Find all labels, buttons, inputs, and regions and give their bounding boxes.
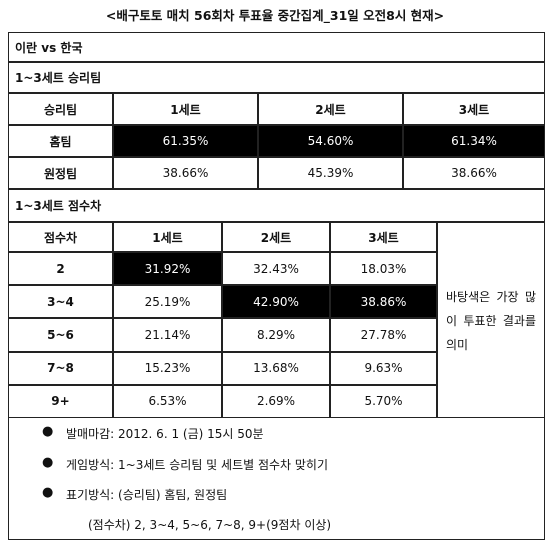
note-line: (점수차) 2, 3~4, 5~6, 7~8, 9+(9점차 이상) bbox=[88, 518, 332, 532]
value-cell: 38.66% bbox=[113, 157, 258, 189]
header-cell: 1세트 bbox=[113, 93, 258, 125]
value-cell: 13.68% bbox=[222, 351, 330, 385]
value-cell: 54.60% bbox=[258, 125, 403, 157]
note: 바탕색은 가장 많이 투표한 결과를 의미 bbox=[437, 222, 545, 418]
bullet: ● bbox=[42, 455, 54, 470]
title: <배구토토 매치 56회차 투표율 중간집계_31일 오전8시 현재> bbox=[105, 8, 445, 23]
row-label: 2 bbox=[8, 252, 113, 286]
header-cell: 1세트 bbox=[113, 222, 222, 252]
section-title: 1~3세트 점수차 bbox=[8, 189, 545, 222]
section-title: 1~3세트 승리팀 bbox=[8, 62, 545, 93]
header-cell: 승리팀 bbox=[8, 93, 113, 125]
value-cell: 61.35% bbox=[113, 125, 258, 157]
note-line: 표기방식: (승리팀) 홈팀, 원정팀 bbox=[66, 488, 228, 502]
header-cell: 2세트 bbox=[222, 222, 330, 252]
value-cell: 32.43% bbox=[222, 252, 330, 286]
value-cell: 9.63% bbox=[330, 351, 437, 385]
bullet: ● bbox=[42, 424, 54, 439]
bullet: ● bbox=[42, 485, 54, 500]
value-cell: 38.86% bbox=[330, 285, 437, 319]
value-cell: 21.14% bbox=[113, 318, 222, 352]
value-cell: 38.66% bbox=[403, 157, 545, 189]
note-line: 발매마감: 2012. 6. 1 (금) 15시 50분 bbox=[66, 427, 264, 441]
value-cell: 45.39% bbox=[258, 157, 403, 189]
value-cell: 61.34% bbox=[403, 125, 545, 157]
value-cell: 15.23% bbox=[113, 351, 222, 385]
match: 이란 vs 한국 bbox=[8, 32, 545, 62]
header-cell: 3세트 bbox=[330, 222, 437, 252]
value-cell: 25.19% bbox=[113, 285, 222, 319]
header-cell: 2세트 bbox=[258, 93, 403, 125]
value-cell: 27.78% bbox=[330, 318, 437, 352]
note-line: 게임방식: 1~3세트 승리팀 및 세트별 점수차 맞히기 bbox=[66, 458, 329, 472]
row-label: 원정팀 bbox=[8, 157, 113, 189]
row-label: 7~8 bbox=[8, 351, 113, 385]
header-cell: 3세트 bbox=[403, 93, 545, 125]
value-cell: 42.90% bbox=[222, 285, 330, 319]
row-label: 홈팀 bbox=[8, 125, 113, 157]
value-cell: 18.03% bbox=[330, 252, 437, 286]
value-cell: 5.70% bbox=[330, 384, 437, 418]
value-cell: 6.53% bbox=[113, 384, 222, 418]
header-cell: 점수차 bbox=[8, 222, 113, 252]
row-label: 5~6 bbox=[8, 318, 113, 352]
row-label: 3~4 bbox=[8, 285, 113, 319]
value-cell: 8.29% bbox=[222, 318, 330, 352]
value-cell: 31.92% bbox=[113, 252, 222, 286]
value-cell: 2.69% bbox=[222, 384, 330, 418]
row-label: 9+ bbox=[8, 384, 113, 418]
